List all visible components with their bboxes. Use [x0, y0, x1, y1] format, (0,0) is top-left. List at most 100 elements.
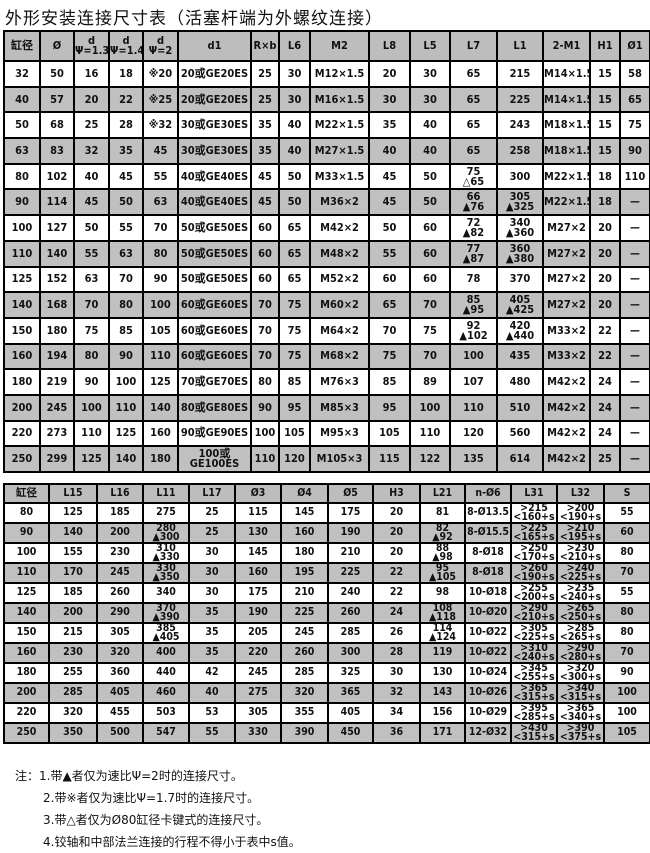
table-cell: 30	[278, 85, 311, 114]
table-cell: 115	[368, 445, 411, 473]
table-cell: 290	[96, 601, 144, 624]
table-cell: 125	[108, 419, 144, 448]
table-cell: M64×2	[309, 316, 370, 345]
table-cell: 75	[278, 342, 311, 371]
table-cell: 245	[280, 621, 329, 644]
table-cell: 119	[419, 641, 466, 664]
table-cell: —	[619, 419, 650, 448]
table-cell: 258	[496, 137, 544, 165]
table-cell: M27×2	[542, 265, 591, 294]
table-cell: 168	[39, 291, 75, 319]
table-cell: 40	[409, 111, 451, 140]
table-row: 125 185 260 340 30 175 210 240 22 98 10-Ø18 >255 <2…	[3, 581, 650, 604]
table-cell: M36×2	[309, 188, 370, 217]
table-cell: 160	[3, 342, 41, 371]
table-cell: 110	[449, 393, 498, 422]
table-cell: 57	[39, 85, 75, 114]
table-cell: 140	[39, 239, 75, 268]
table-cell: 80	[3, 162, 41, 191]
table-cell: 150	[3, 621, 50, 644]
table-cell: ※25	[142, 85, 179, 114]
table-cell: 245	[39, 393, 75, 422]
table-cell: 55	[142, 162, 179, 191]
table-cell: 36	[372, 721, 421, 744]
table-cell: M105×3	[309, 445, 370, 473]
table-cell: 100	[108, 368, 144, 396]
header-row: 缸径 L15 L16 L11 L17 Ø3 Ø4 Ø5 H3 L21 n-Ø6 L31 L32 S	[3, 483, 650, 504]
table-cell: 35	[250, 137, 280, 165]
table-cell: 85	[108, 316, 144, 345]
table-cell: 90	[3, 521, 50, 544]
table-cell: >305 <225+s	[510, 621, 558, 644]
table-cell: 110	[409, 419, 451, 448]
table-cell: M14×1.5	[542, 60, 591, 88]
table-cell: 95	[278, 393, 311, 422]
column-header: d Ψ=1.46	[108, 30, 144, 62]
table-cell: 100或GE100ES	[177, 445, 252, 473]
table-cell: >225 <165+s	[510, 521, 558, 544]
table-row: 150 215 305 385 ▲405 35 205 245 285 26 114 ▲124 10…	[3, 621, 650, 644]
table-cell: M42×2	[542, 445, 591, 473]
table-cell: 50	[278, 188, 311, 217]
table-cell: 90	[250, 393, 280, 422]
table-cell: >340 <315+s	[556, 681, 605, 704]
table-cell: 225	[327, 561, 374, 584]
table-cell: 110	[3, 239, 41, 268]
table-cell: 30	[409, 60, 451, 88]
table-cell: 125	[142, 368, 179, 396]
table-cell: 110	[3, 561, 50, 584]
table-cell: 305	[96, 621, 144, 644]
table-cell: 100	[603, 681, 650, 704]
column-header: 缸径	[3, 30, 41, 62]
column-header: Ø1	[619, 30, 650, 62]
table-cell: 200	[48, 601, 98, 624]
notes: 注：1.带▲者仅为速比Ψ=2时的连接尺寸。 2.带※者仅为速比Ψ=1.7时的连接…	[15, 765, 301, 853]
table-cell: >265 <250+s	[556, 601, 605, 624]
table-cell: 155	[48, 541, 98, 564]
table-cell: 100	[449, 342, 498, 371]
table-cell: 75	[278, 316, 311, 345]
table-row: 100 155 230 310 ▲330 30 145 180 210 20 88 ▲98 8-Ø1…	[3, 541, 650, 564]
table-cell: 65	[449, 85, 498, 114]
table-cell: 114 ▲124	[419, 621, 466, 644]
dimension-table-2: 缸径 L15 L16 L11 L17 Ø3 Ø4 Ø5 H3 L21 n-Ø6 L31 L32 S 80 12…	[3, 483, 650, 744]
table-cell: >210 <195+s	[556, 521, 605, 544]
table-cell: 10-Ø22	[464, 641, 512, 664]
table-cell: 140	[142, 393, 179, 422]
table-cell: 40或GE40ES	[177, 162, 252, 191]
table-cell: 105	[278, 419, 311, 448]
table-cell: 28	[108, 111, 144, 140]
table-cell: 180	[142, 445, 179, 473]
table-cell: 90	[3, 188, 41, 217]
table-row: 160 230 320 400 35 220 260 300 28 119 10-Ø22 >310 <…	[3, 641, 650, 664]
table-cell: 60	[250, 239, 280, 268]
table-cell: 20	[372, 501, 421, 524]
table-cell: 63	[73, 265, 110, 294]
table-cell: 35	[188, 601, 236, 624]
table-cell: 105	[142, 316, 179, 345]
table-cell: 285	[280, 661, 329, 684]
table-cell: 110	[73, 419, 110, 448]
table-cell: 55	[73, 239, 110, 268]
table-cell: M42×2	[542, 393, 591, 422]
table-cell: 110	[250, 445, 280, 473]
table-cell: 100	[3, 214, 41, 242]
table-cell: 50	[108, 188, 144, 217]
table-cell: 140	[3, 291, 41, 319]
table-cell: 320	[280, 681, 329, 704]
table-cell: 325	[327, 661, 374, 684]
table-cell: 70	[108, 265, 144, 294]
table-cell: 16	[73, 60, 110, 88]
table-cell: —	[619, 214, 650, 242]
table-row: 160 194 80 90 110 60或GE60ES 70 75 M68×2 75 70 100 43…	[3, 342, 650, 371]
table-cell: 80	[108, 291, 144, 319]
table-cell: 75 △65	[449, 162, 498, 191]
table-cell: M95×3	[309, 419, 370, 448]
table-cell: 18	[589, 162, 621, 191]
column-header: Ø5	[327, 483, 374, 504]
table-cell: 60	[250, 214, 280, 242]
table-row: 180 255 360 440 42 245 285 325 30 130 10-Ø24 >345 <…	[3, 661, 650, 684]
table-cell: 360 ▲380	[496, 239, 544, 268]
table-cell: M18×1.5	[542, 137, 591, 165]
